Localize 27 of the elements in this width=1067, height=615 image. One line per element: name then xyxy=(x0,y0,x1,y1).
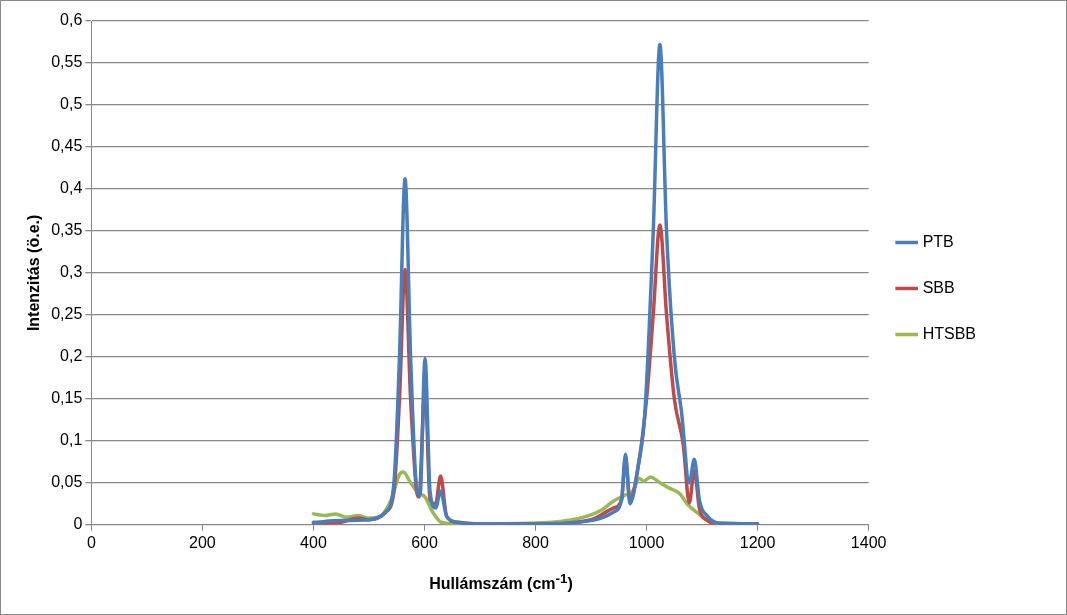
y-tick-label: 0,55 xyxy=(51,53,83,71)
y-tick-label: 0,15 xyxy=(51,389,83,407)
y-tick-label: 0 xyxy=(73,515,83,533)
y-tick-label: 0,2 xyxy=(60,347,83,365)
x-tick-label: 200 xyxy=(189,533,216,551)
y-tick-label: 0,5 xyxy=(60,95,83,113)
x-tick-label: 1000 xyxy=(628,533,665,551)
y-tick-label: 0,6 xyxy=(60,11,83,29)
x-tick-label: 600 xyxy=(411,533,438,551)
y-tick-label: 0,3 xyxy=(60,263,83,281)
line-series xyxy=(311,42,760,525)
y-tick-label: 0,35 xyxy=(51,221,83,239)
y-axis-title: Intenzitás (ö.e.) xyxy=(25,214,43,332)
x-tick-label: 800 xyxy=(522,533,549,551)
y-tick-label: 0,4 xyxy=(60,179,83,197)
x-tick-label: 0 xyxy=(86,533,96,551)
y-tick-label: 0,05 xyxy=(51,473,83,491)
legend-label: SBB xyxy=(922,278,955,296)
x-tick-label: 1400 xyxy=(850,533,887,551)
legend-label: HTSBB xyxy=(922,324,976,342)
y-tick-label: 0,45 xyxy=(51,137,83,155)
y-tick-label: 0,1 xyxy=(60,431,83,449)
x-tick-label: 400 xyxy=(300,533,327,551)
x-tick-label: 1200 xyxy=(739,533,776,551)
x-axis-title: Hullámszám (cm$^{-1}$) xyxy=(428,571,574,594)
legend-label: PTB xyxy=(922,232,954,250)
y-tick-label: 0,25 xyxy=(51,305,83,323)
